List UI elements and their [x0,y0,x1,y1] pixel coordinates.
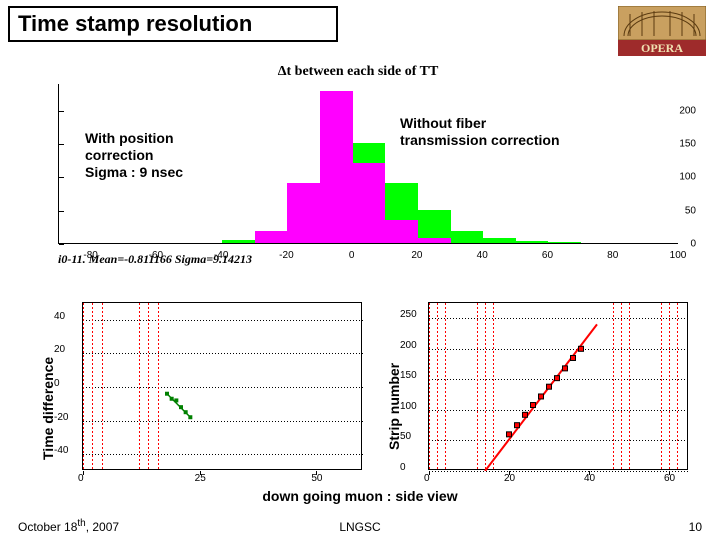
footer-page: 10 [689,520,702,534]
bottom-right-chart: Strip number 0501001502002500204060 [390,300,700,500]
anno-right: Without fiber transmission correction [400,115,560,149]
hist-stats-small: i0-11. Mean=-0.811166 Sigma=9.14213 [58,252,252,267]
opera-logo: OPERA [618,6,706,56]
footer-date: October 18th, 2007 [18,518,119,534]
br-plot [428,302,688,470]
title-box: Time stamp resolution [8,6,338,42]
bottom-caption: down going muon : side view [262,488,457,504]
bottom-left-chart: Time difference -40-200204002550 [44,300,374,500]
footer-center: LNGSC [339,520,380,534]
page-title: Time stamp resolution [18,11,252,37]
logo-text: OPERA [641,41,683,55]
bl-plot [82,302,362,470]
hist-title: Δt between each side of TT [278,64,439,80]
anno-left: With position correction Sigma : 9 nsec [85,130,183,180]
